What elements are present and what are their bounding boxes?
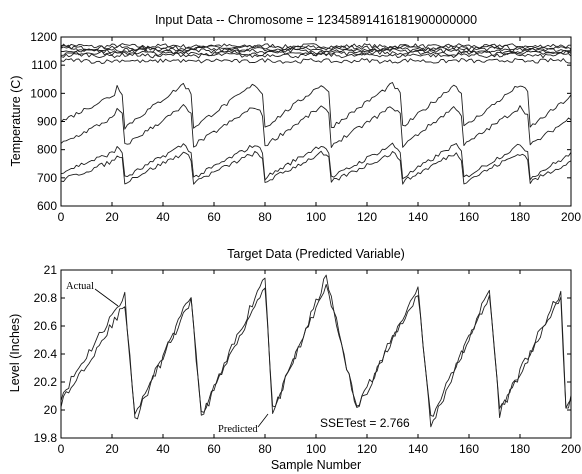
bottom-y-tick-label: 19.8 bbox=[34, 431, 58, 445]
bottom-y-tick-label: 20.2 bbox=[34, 375, 58, 389]
top-y-tick-label: 1200 bbox=[30, 30, 57, 44]
input-data-chart: Input Data -- Chromosome = 1234589141618… bbox=[9, 13, 581, 224]
bottom-x-tick-label: 100 bbox=[306, 442, 326, 456]
predicted-annotation: Predicted bbox=[218, 424, 258, 435]
top-y-tick-label: 800 bbox=[37, 143, 57, 157]
bottom-ticks: 0 20 40 60 80 100 120 140 160 180 200 19.8 20 20.2 20.… bbox=[34, 263, 582, 456]
bottom-x-tick-label: 40 bbox=[156, 442, 170, 456]
input-sawtooth-series-line bbox=[60, 150, 572, 185]
input-flat-series-line bbox=[60, 52, 572, 59]
bottom-y-tick-label: 20.8 bbox=[34, 291, 58, 305]
top-x-tick-label: 20 bbox=[105, 210, 119, 224]
input-sawtooth-series-line bbox=[60, 82, 572, 130]
bottom-x-tick-label: 140 bbox=[408, 442, 428, 456]
actual-annotation: Actual bbox=[66, 281, 94, 292]
bottom-chart-title: Target Data (Predicted Variable) bbox=[227, 247, 405, 261]
target-actual-series-line bbox=[60, 274, 572, 428]
input-flat-series-line bbox=[61, 48, 572, 55]
target-predicted-series-line bbox=[60, 283, 572, 417]
top-ticks: 0 20 40 60 80 100 120 140 160 180 200 600 700 800 900 1… bbox=[30, 30, 581, 224]
bottom-x-tick-label: 20 bbox=[105, 442, 119, 456]
bottom-y-tick-label: 21 bbox=[44, 263, 58, 277]
bottom-y-axis-label: Level (Inches) bbox=[8, 314, 22, 393]
bottom-x-tick-label: 180 bbox=[510, 442, 530, 456]
bottom-x-tick-label: 200 bbox=[561, 442, 581, 456]
predicted-leader-line bbox=[257, 413, 269, 428]
top-y-tick-label: 600 bbox=[37, 199, 57, 213]
actual-leader-line bbox=[94, 288, 119, 307]
sse-test-annotation: SSETest = 2.766 bbox=[320, 416, 410, 430]
top-x-tick-label: 80 bbox=[258, 210, 272, 224]
bottom-y-tick-label: 20.6 bbox=[34, 319, 58, 333]
input-flat-series-line bbox=[61, 44, 572, 51]
input-sawtooth-series-line bbox=[60, 142, 572, 181]
bottom-x-tick-label: 120 bbox=[357, 442, 377, 456]
bottom-x-axis-label: Sample Number bbox=[271, 458, 361, 472]
bottom-y-tick-label: 20.4 bbox=[34, 347, 58, 361]
bottom-x-tick-label: 0 bbox=[58, 442, 65, 456]
target-data-chart: Target Data (Predicted Variable) Level (… bbox=[8, 247, 581, 472]
top-x-tick-label: 0 bbox=[58, 210, 65, 224]
top-y-tick-label: 1000 bbox=[30, 86, 57, 100]
top-plot-area bbox=[60, 43, 572, 185]
bottom-x-tick-label: 60 bbox=[207, 442, 221, 456]
top-y-tick-label: 700 bbox=[37, 171, 57, 185]
input-flat-series-line bbox=[60, 58, 571, 65]
bottom-plot-area bbox=[60, 274, 572, 428]
top-x-tick-label: 140 bbox=[408, 210, 428, 224]
top-x-tick-label: 120 bbox=[357, 210, 377, 224]
top-plot-frame bbox=[60, 36, 572, 207]
top-y-tick-label: 900 bbox=[37, 115, 57, 129]
top-x-tick-label: 60 bbox=[207, 210, 221, 224]
top-x-tick-label: 160 bbox=[459, 210, 479, 224]
top-x-tick-label: 200 bbox=[561, 210, 581, 224]
input-sawtooth-series-line bbox=[60, 104, 572, 148]
top-x-tick-label: 100 bbox=[306, 210, 326, 224]
input-flat-series-line bbox=[61, 50, 572, 57]
top-y-axis-label: Temperature (C) bbox=[9, 76, 23, 167]
top-y-tick-label: 1100 bbox=[31, 58, 57, 72]
top-x-tick-label: 180 bbox=[510, 210, 530, 224]
bottom-y-tick-label: 20 bbox=[44, 403, 58, 417]
bottom-x-tick-label: 160 bbox=[459, 442, 479, 456]
top-chart-title: Input Data -- Chromosome = 1234589141618… bbox=[155, 13, 477, 27]
bottom-x-tick-label: 80 bbox=[258, 442, 272, 456]
top-x-tick-label: 40 bbox=[156, 210, 170, 224]
